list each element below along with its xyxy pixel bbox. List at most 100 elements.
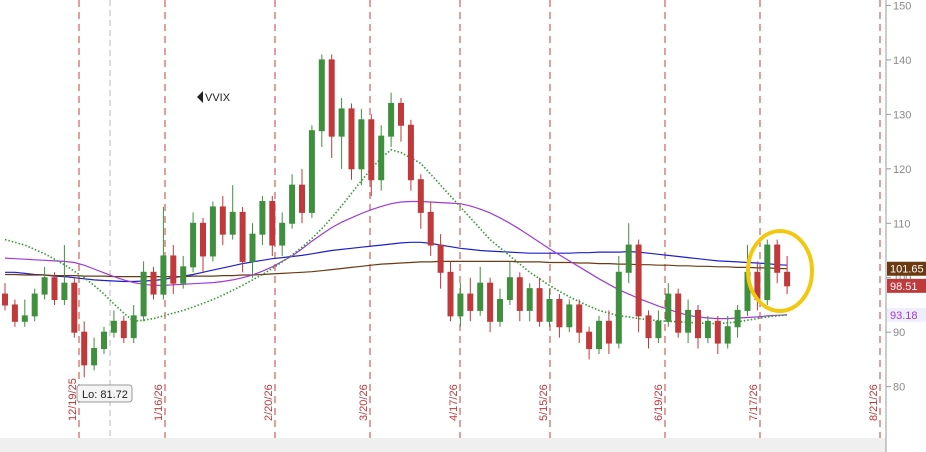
candle-body — [368, 119, 375, 181]
moving-average — [4, 148, 788, 325]
candle-body — [467, 293, 474, 311]
candle-body — [338, 108, 345, 137]
candle-body — [497, 299, 503, 322]
candle-body — [358, 119, 365, 170]
candle-body — [427, 211, 434, 246]
candle-body — [130, 315, 137, 339]
last-price-label: 98.51 — [890, 281, 918, 293]
candle-body — [526, 288, 533, 311]
candle-body — [279, 222, 286, 246]
last-value-label: 93.18 — [890, 310, 918, 322]
candle-body — [447, 271, 454, 317]
candle-body — [556, 299, 563, 328]
candle-body — [704, 320, 711, 339]
candle-body — [457, 293, 464, 317]
y-tick-label: 150 — [893, 0, 911, 12]
bottom-strip — [0, 438, 886, 452]
candle-body — [764, 244, 771, 301]
candle-body — [724, 326, 731, 344]
y-tick-label: 140 — [893, 55, 911, 67]
candle-body — [695, 309, 701, 339]
candle-body — [120, 320, 127, 339]
candle-body — [516, 277, 523, 311]
candle-body — [150, 271, 157, 295]
last-value-label-box — [887, 261, 926, 276]
candle-body — [289, 184, 296, 224]
candle-body — [229, 211, 236, 235]
candle-body — [41, 277, 48, 295]
candle-body — [11, 304, 18, 322]
candle-body — [348, 108, 355, 170]
candle-body — [378, 135, 385, 181]
candle-body — [605, 320, 612, 344]
candle-body — [645, 315, 652, 339]
candle-body — [685, 309, 692, 333]
candle-body — [328, 59, 335, 137]
y-tick-label: 90 — [893, 327, 905, 339]
candle-body — [635, 244, 642, 317]
candle-body — [101, 331, 107, 350]
low-label: Lo: 81.72 — [82, 389, 128, 401]
last-value-label-box — [887, 307, 926, 322]
candle-body — [61, 282, 68, 301]
date-label: 7/17/26 — [748, 384, 760, 421]
candle-body — [110, 320, 117, 333]
highlight-circle — [746, 229, 814, 313]
candle-body — [546, 299, 553, 322]
candle-body — [200, 222, 206, 257]
candle-body — [487, 282, 494, 322]
y-tick-label: 130 — [893, 109, 911, 121]
date-label: 5/15/26 — [538, 384, 550, 421]
candle-body — [655, 320, 662, 339]
last-price-label-box — [887, 278, 926, 293]
candle-body — [784, 271, 791, 287]
candle-body — [388, 102, 395, 137]
date-label: 1/16/26 — [153, 384, 165, 421]
candle-body — [140, 271, 147, 317]
candle-body — [586, 331, 593, 350]
chart-title: VVIX — [205, 92, 231, 104]
y-tick-label: 80 — [893, 382, 905, 394]
candle-body — [398, 102, 404, 126]
y-tick-label: 120 — [893, 164, 911, 176]
symbol-marker — [197, 91, 203, 103]
candle-body — [209, 206, 216, 257]
candle-body — [91, 348, 98, 366]
candle-body — [249, 233, 256, 262]
candle-body — [774, 244, 781, 273]
candle-body — [566, 304, 573, 328]
candle-body — [576, 304, 583, 333]
date-label: 3/20/26 — [358, 384, 370, 421]
candle-body — [675, 293, 682, 333]
candle-body — [308, 130, 315, 213]
candle-body — [31, 293, 38, 317]
candle-body — [596, 320, 602, 350]
candle-body — [190, 222, 197, 268]
candle-body — [318, 59, 325, 132]
candle-body — [734, 309, 741, 328]
date-label: 2/20/26 — [263, 384, 275, 421]
date-label: 12/19/25 — [67, 378, 79, 421]
candle-body — [180, 266, 187, 284]
candle-body — [625, 244, 632, 273]
candle-body — [407, 124, 414, 181]
low-callout — [76, 384, 133, 403]
moving-average — [4, 200, 788, 320]
candle-body — [51, 277, 58, 301]
candle-body — [615, 271, 622, 344]
candle-body — [239, 211, 246, 262]
candle-body — [714, 320, 721, 344]
candle-body — [536, 288, 543, 322]
candle-body — [170, 255, 177, 284]
candle-body — [299, 184, 305, 213]
candle-body — [21, 315, 28, 322]
last-value-label: 101.65 — [890, 264, 924, 276]
date-label: 8/21/26 — [868, 384, 880, 421]
candle-body — [477, 282, 484, 311]
candle-body — [160, 255, 167, 295]
candle-body — [269, 200, 276, 246]
candle-body — [259, 200, 266, 235]
candle-body — [506, 277, 513, 301]
